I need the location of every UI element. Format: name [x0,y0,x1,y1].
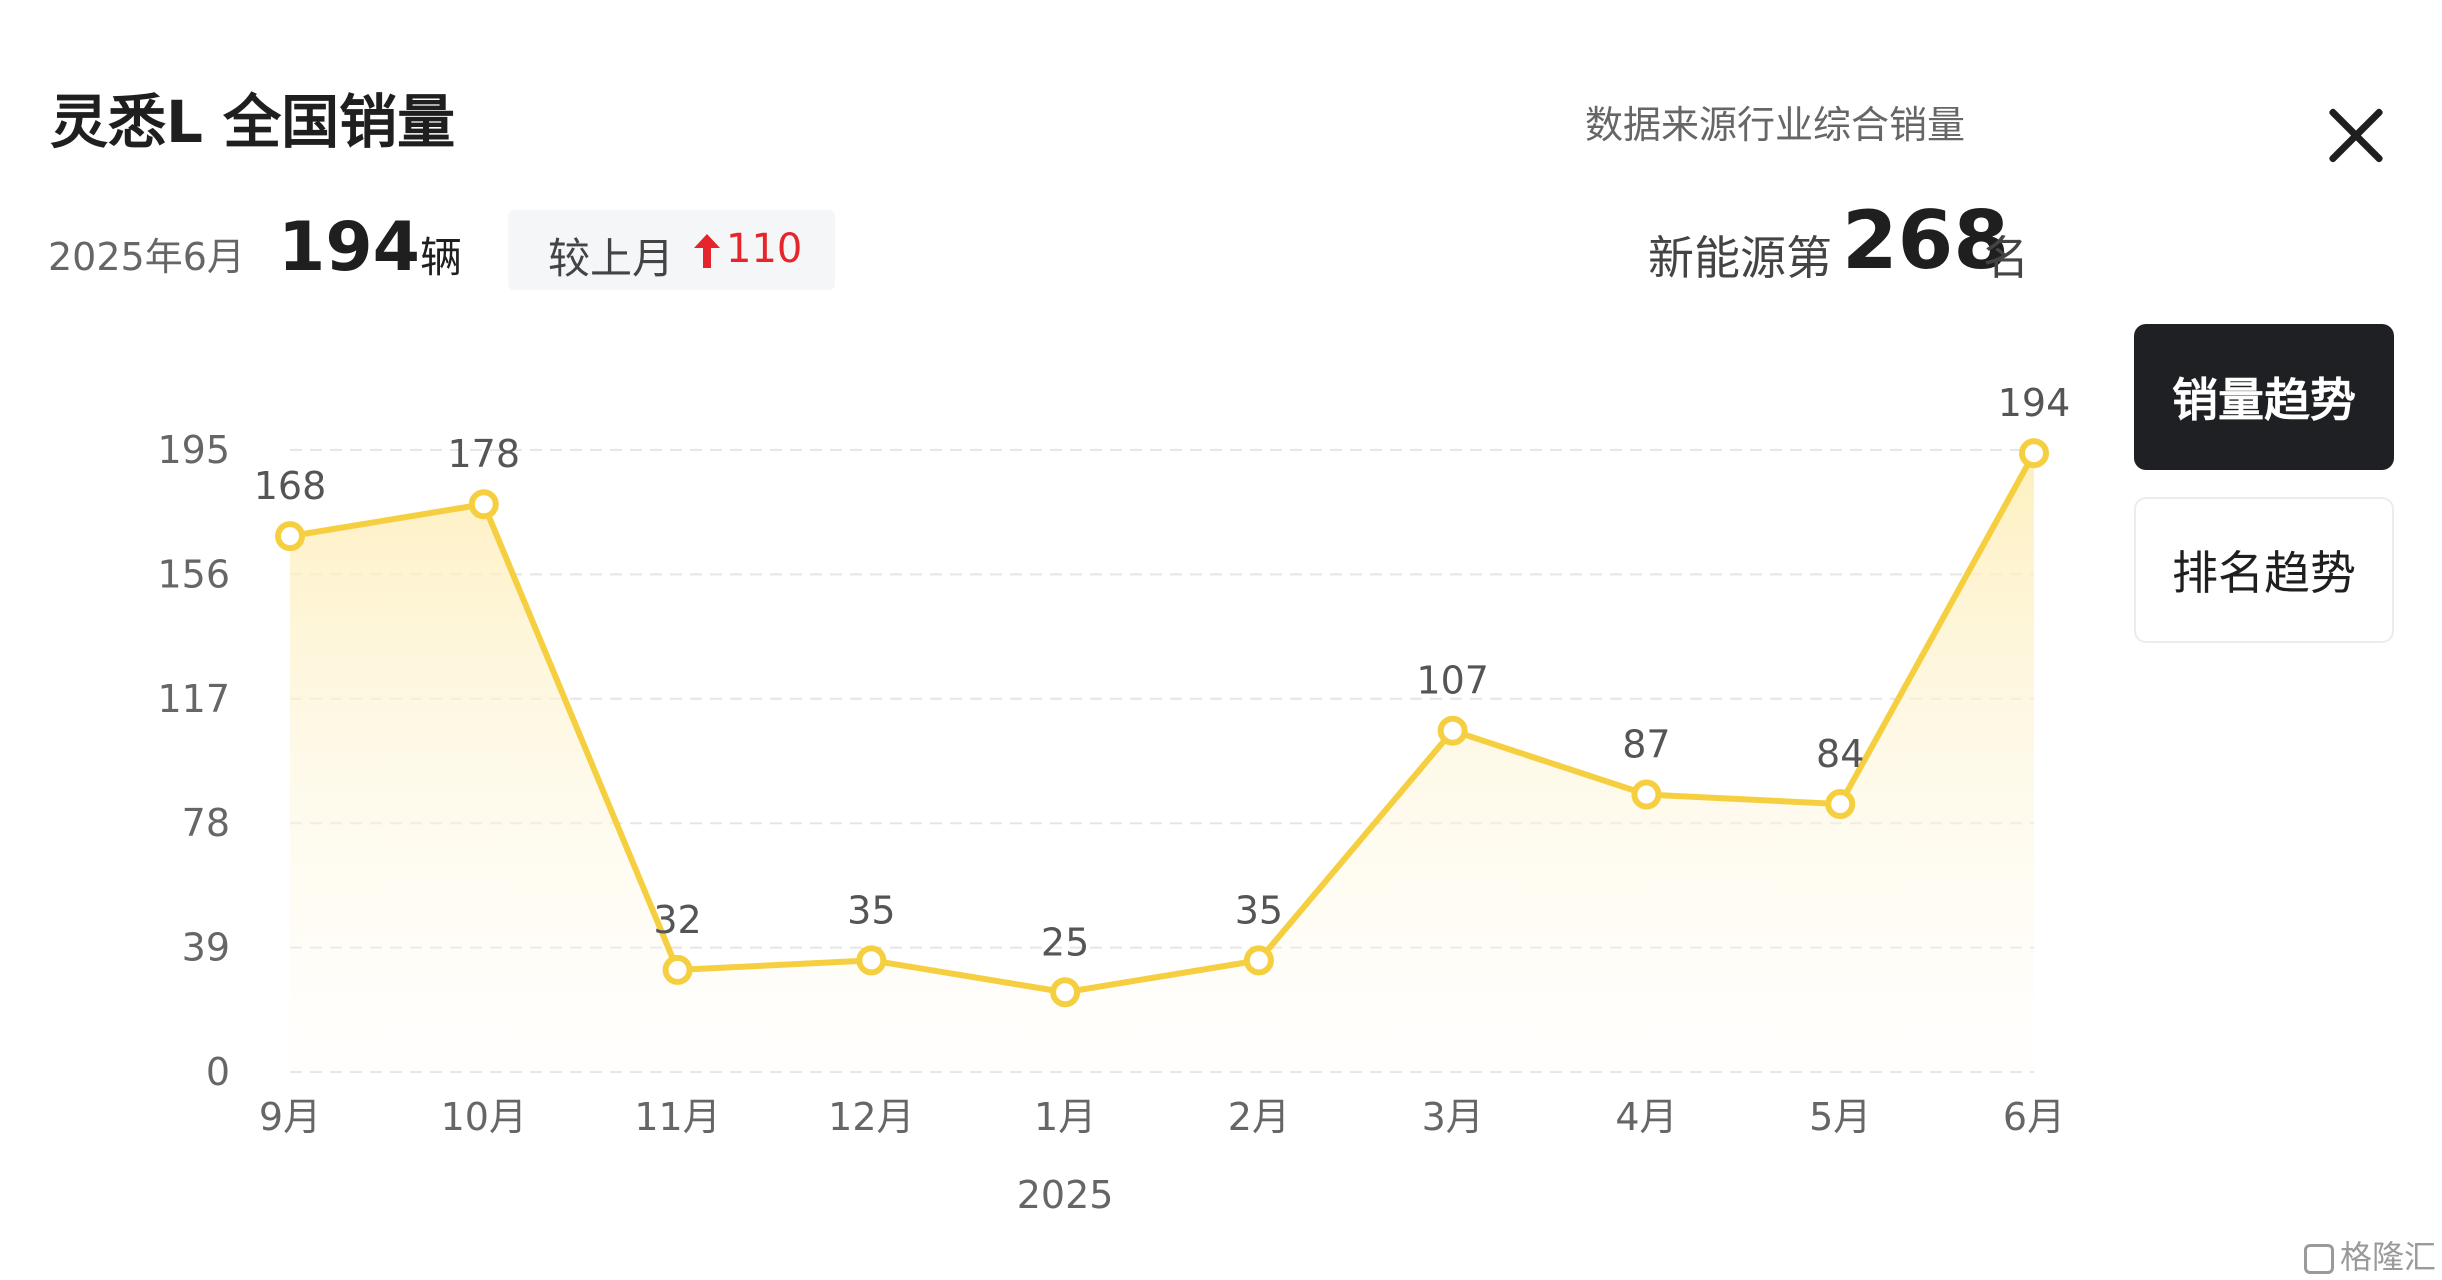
data-point [1631,779,1662,810]
data-source-text: 数据来源行业综合销量 [1585,103,1966,147]
data-point [1050,977,1081,1008]
x-tick-label: 1月 [1034,1095,1096,1139]
data-label: 178 [448,432,521,476]
x-tick-label: 10月 [441,1095,527,1139]
area-fill [290,453,2034,1072]
data-label: 168 [254,464,327,508]
data-point [2019,438,2049,469]
tab-rank-trend[interactable]: 排名趋势 [2134,497,2394,643]
sales-unit: 辆 [420,233,463,282]
x-tick-label: 6月 [2003,1095,2065,1139]
y-tick-label: 0 [206,1050,230,1094]
data-point [1437,715,1468,746]
rank-prefix: 新能源第 [1648,231,1832,285]
data-label: 87 [1622,722,1670,766]
watermark: 格隆汇 [2304,1232,2436,1278]
data-label: 194 [1998,381,2071,425]
x-tick-label: 4月 [1615,1095,1677,1139]
y-tick-label: 156 [157,552,230,596]
month-change-badge: 较上月 110 [508,210,835,290]
period-label: 2025年6月 [48,235,245,279]
data-label: 32 [653,898,701,942]
x-tick-label: 9月 [259,1095,321,1139]
data-point [1825,789,1856,820]
sales-value: 194 [278,208,420,287]
y-tick-label: 39 [182,926,230,970]
series-line [287,450,2037,996]
x-tick-label: 2月 [1228,1095,1290,1139]
rank-suffix: 名 [1983,231,2029,285]
change-value: 110 [726,226,803,272]
rank-value: 268 [1842,194,2009,287]
y-tick-label: 117 [157,677,230,721]
x-tick-label: 12月 [828,1095,914,1139]
y-tick-label: 78 [182,801,230,845]
change-label: 较上月 [548,234,675,283]
data-label: 35 [1235,888,1283,932]
x-tick-label: 5月 [1809,1095,1871,1139]
x-tick-label: 11月 [634,1095,720,1139]
data-label: 84 [1816,732,1864,776]
tab-sales-trend[interactable]: 销量趋势 [2134,324,2394,470]
data-point [1243,945,1274,976]
data-label: 35 [847,888,895,932]
data-label: 107 [1416,659,1489,703]
data-point [275,521,305,552]
y-tick-label: 195 [157,428,230,472]
data-point [856,945,887,976]
arrow-up-icon [694,234,720,268]
page-title: 灵悉L 全国销量 [50,88,456,156]
data-point [662,954,693,985]
data-label: 25 [1041,920,1089,964]
watermark-logo-icon [2304,1244,2334,1274]
watermark-text: 格隆汇 [2340,1238,2437,1276]
x-axis-year-label: 2025 [1017,1173,1114,1217]
x-tick-label: 3月 [1422,1095,1484,1139]
data-point [468,489,499,520]
